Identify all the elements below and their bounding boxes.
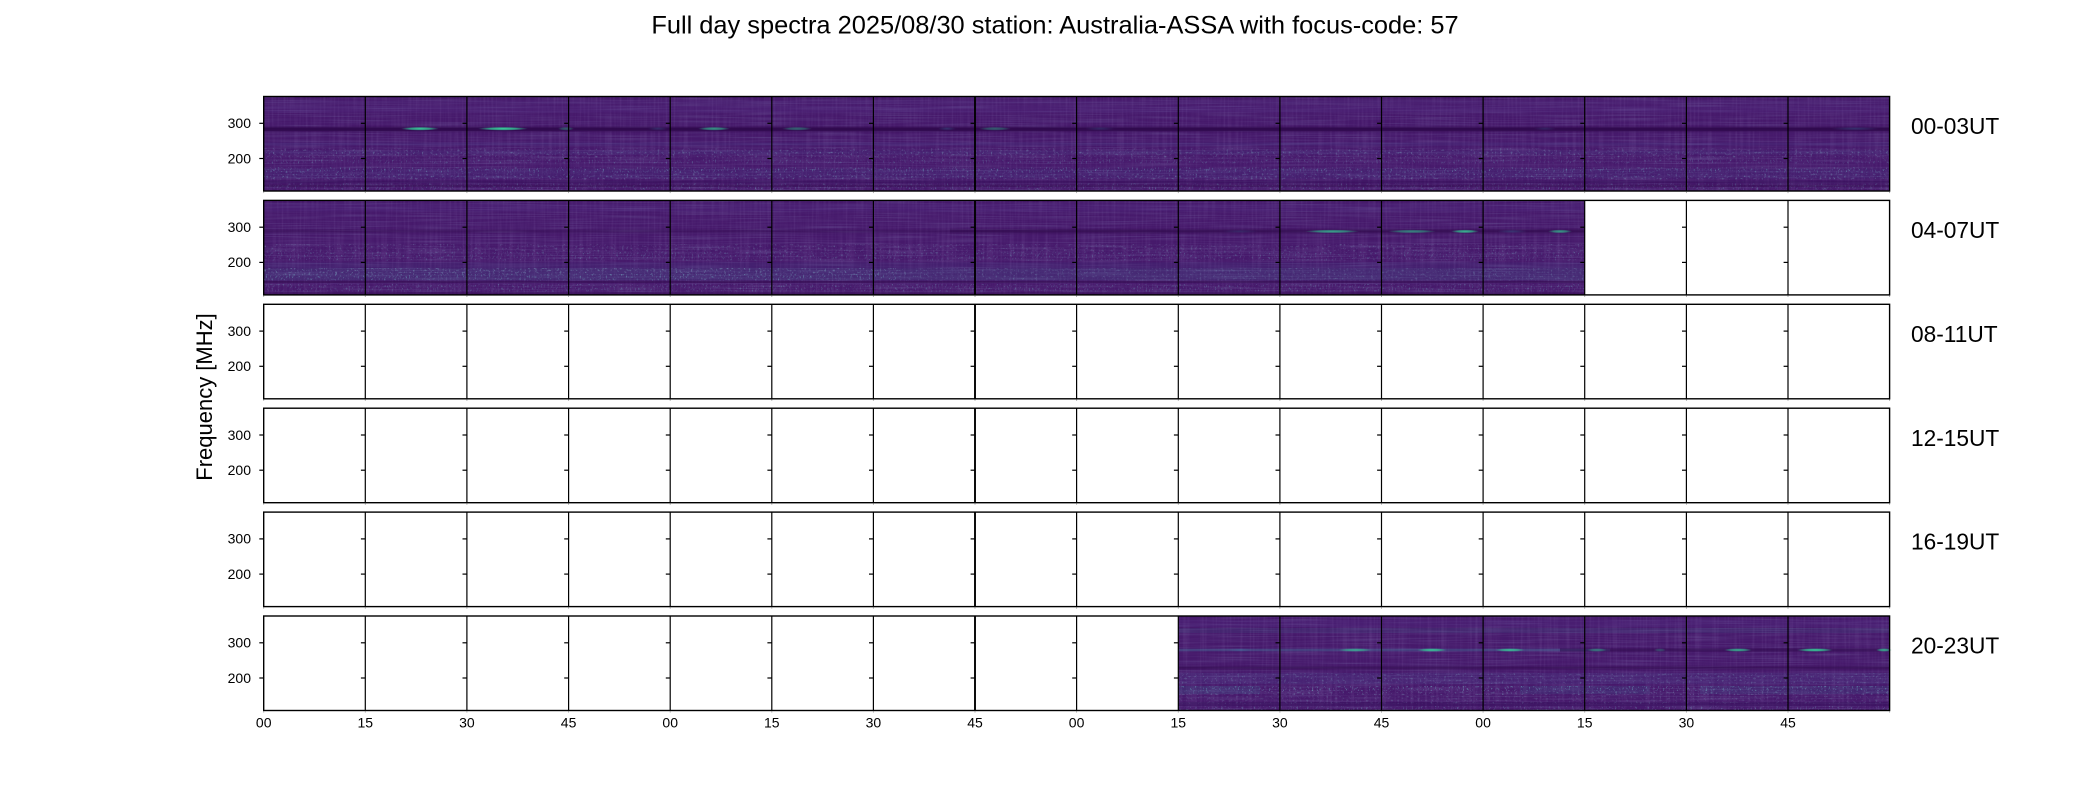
svg-text:45: 45 (967, 714, 983, 730)
svg-text:00: 00 (662, 714, 678, 730)
svg-text:300: 300 (228, 115, 252, 131)
svg-text:00-03UT: 00-03UT (1911, 113, 1999, 139)
svg-text:45: 45 (1374, 714, 1390, 730)
svg-text:00: 00 (256, 714, 272, 730)
svg-text:200: 200 (228, 358, 252, 374)
svg-text:200: 200 (228, 670, 252, 686)
svg-text:200: 200 (228, 254, 252, 270)
svg-text:200: 200 (228, 566, 252, 582)
svg-text:00: 00 (1475, 714, 1491, 730)
svg-text:16-19UT: 16-19UT (1911, 529, 1999, 555)
svg-text:00: 00 (1069, 714, 1085, 730)
svg-text:200: 200 (228, 150, 252, 166)
svg-text:15: 15 (358, 714, 374, 730)
svg-text:20-23UT: 20-23UT (1911, 633, 1999, 659)
svg-text:12-15UT: 12-15UT (1911, 425, 1999, 451)
svg-text:Frequency [MHz]: Frequency [MHz] (192, 313, 217, 481)
svg-text:45: 45 (1780, 714, 1796, 730)
svg-text:15: 15 (1577, 714, 1593, 730)
svg-text:300: 300 (228, 635, 252, 651)
svg-text:30: 30 (1272, 714, 1288, 730)
svg-text:30: 30 (1679, 714, 1695, 730)
svg-text:45: 45 (561, 714, 577, 730)
svg-text:04-07UT: 04-07UT (1911, 217, 1999, 243)
svg-text:30: 30 (866, 714, 882, 730)
svg-text:300: 300 (228, 219, 252, 235)
svg-text:200: 200 (228, 462, 252, 478)
svg-text:Full day spectra 2025/08/30 st: Full day spectra 2025/08/30 station: Aus… (651, 12, 1458, 40)
svg-text:300: 300 (228, 323, 252, 339)
svg-text:30: 30 (459, 714, 475, 730)
svg-text:300: 300 (228, 531, 252, 547)
svg-text:15: 15 (1171, 714, 1187, 730)
svg-text:08-11UT: 08-11UT (1911, 321, 1998, 347)
svg-text:15: 15 (764, 714, 780, 730)
svg-text:300: 300 (228, 427, 252, 443)
